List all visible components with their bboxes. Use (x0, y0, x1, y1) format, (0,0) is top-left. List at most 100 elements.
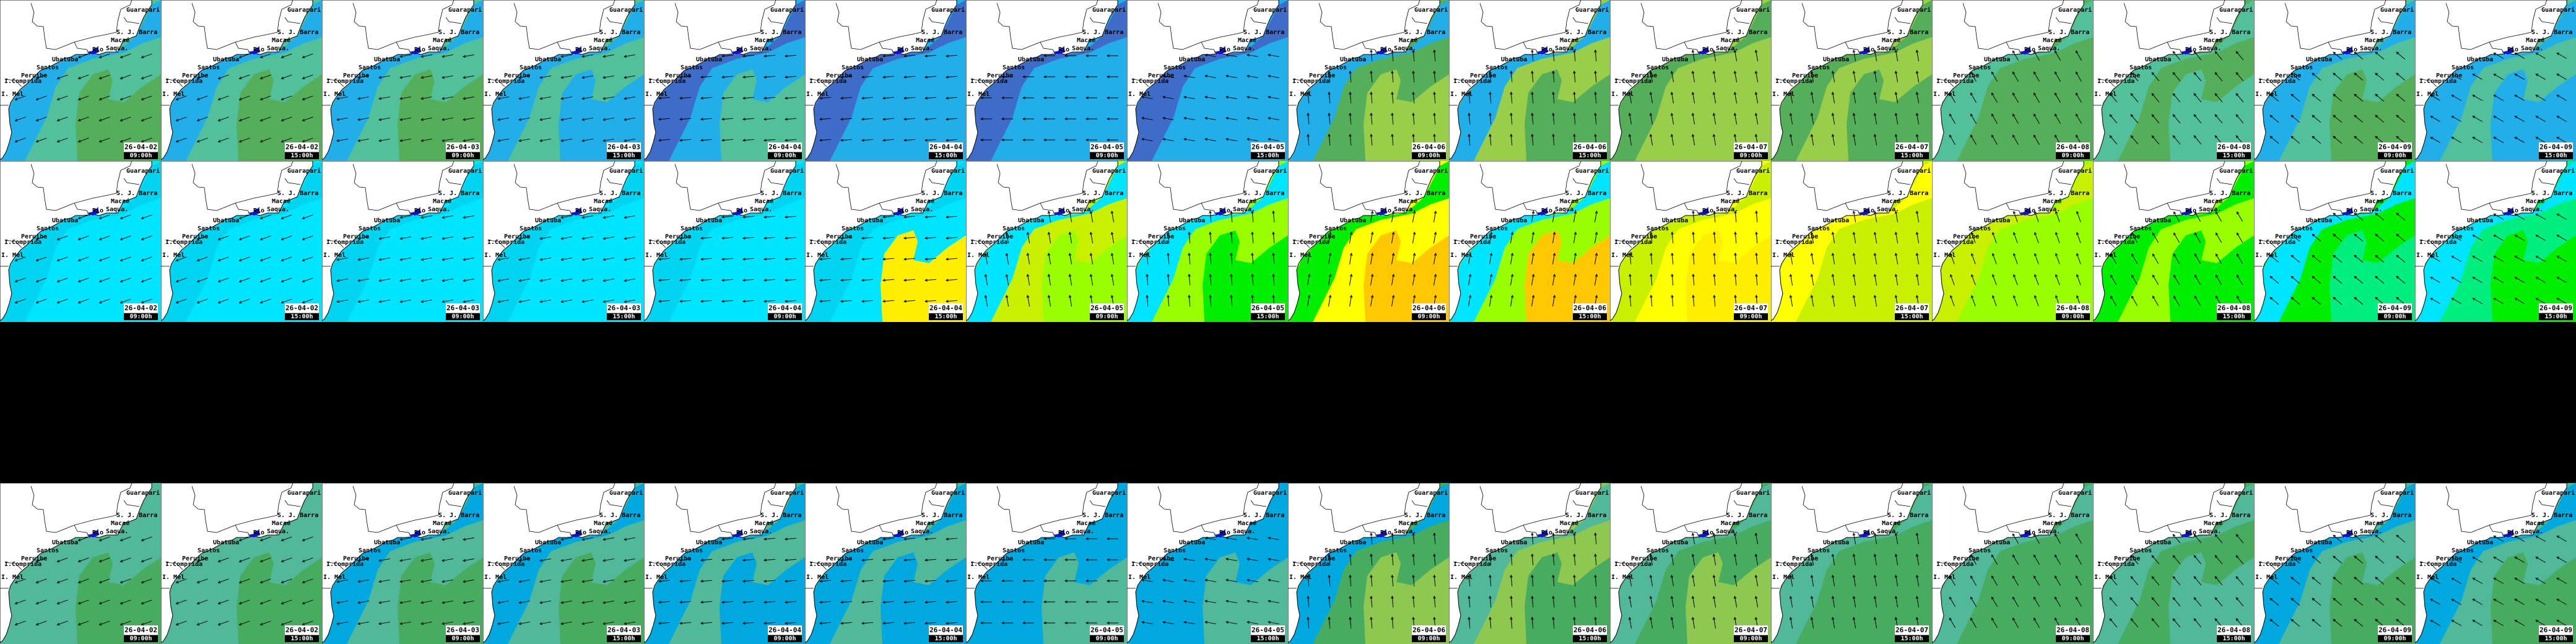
wind-arrow (1064, 537, 1076, 541)
wind-arrow (302, 53, 313, 59)
forecast-map-tile[interactable]: Guarapari S. J. Barra Macaé Rio Saqua. Ubatub… (805, 0, 966, 161)
forecast-map-tile[interactable]: Guarapari S. J. Barra Macaé Rio Saqua. Ubatub… (644, 483, 805, 644)
wind-arrow (2054, 575, 2061, 586)
wind-arrow (2193, 534, 2202, 544)
forecast-map-tile[interactable]: Guarapari S. J. Barra Macaé Rio Saqua. Ubatub… (1288, 161, 1449, 322)
forecast-map-tile[interactable]: Guarapari S. J. Barra Macaé Rio Saqua. Ubatub… (1610, 0, 1771, 161)
forecast-map-tile[interactable]: Guarapari S. J. Barra Macaé Rio Saqua. Ubatub… (1771, 161, 1932, 322)
wind-arrow (742, 279, 755, 282)
forecast-map-tile[interactable]: Guarapari S. J. Barra Macaé Rio Saqua. Ubatub… (1932, 483, 2093, 644)
forecast-map-tile[interactable]: Guarapari S. J. Barra Macaé Rio Saqua. Ubatub… (1610, 483, 1771, 644)
city-label: I.Comprida (2419, 239, 2457, 246)
wind-arrow (1733, 596, 1738, 607)
wind-arrow (98, 557, 110, 563)
forecast-map-tile[interactable]: Guarapari S. J. Barra Macaé Rio Saqua. Ubatub… (2093, 483, 2254, 644)
forecast-map-tile[interactable]: Guarapari S. J. Barra Macaé Rio Saqua. Ubatub… (1610, 161, 1771, 322)
forecast-map-tile[interactable]: Guarapari S. J. Barra Macaé Rio Saqua. Ubatub… (805, 483, 966, 644)
state-border (2445, 163, 2490, 211)
forecast-map-tile[interactable]: Guarapari S. J. Barra Macaé Rio Saqua. Ubatub… (1771, 0, 1932, 161)
wind-arrow (980, 96, 992, 100)
state-border (1684, 515, 1727, 526)
wind-arrow (2269, 94, 2279, 102)
forecast-map-tile[interactable]: Guarapari S. J. Barra Macaé Rio Saqua. Ubatub… (2254, 161, 2415, 322)
forecast-map-tile[interactable]: Guarapari S. J. Barra Macaé Rio Saqua. Ubatub… (322, 161, 483, 322)
forecast-map-tile[interactable]: Guarapari S. J. Barra Macaé Rio Saqua. Ubatub… (1449, 0, 1610, 161)
forecast-map-tile[interactable]: Guarapari S. J. Barra Macaé Rio Saqua. Ubatub… (1932, 0, 2093, 161)
wind-arrow (141, 235, 152, 241)
wind-arrow (2354, 94, 2364, 102)
wind-arrow (2055, 253, 2060, 264)
city-label: Guarapari (2058, 490, 2092, 497)
forecast-map-tile[interactable]: Guarapari S. J. Barra Macaé Rio Saqua. Ubatub… (2254, 0, 2415, 161)
forecast-map-tile[interactable]: Guarapari S. J. Barra Macaé Rio Saqua. Ubatub… (644, 161, 805, 322)
wind-arrow (560, 117, 572, 121)
wind-arrow (861, 97, 874, 100)
wind-arrow (1230, 210, 1233, 223)
wind-arrow (196, 256, 208, 262)
wind-arrow (763, 237, 776, 240)
wind-arrow (518, 257, 530, 261)
forecast-map-tile[interactable]: Guarapari S. J. Barra Macaé Rio Saqua. Ubatub… (1771, 483, 1932, 644)
forecast-map-tile[interactable]: Guarapari S. J. Barra Macaé Rio Saqua. Ubatub… (2093, 0, 2254, 161)
wind-arrow (399, 96, 411, 100)
wind-arrow (2312, 276, 2321, 284)
wind-arrow (2055, 232, 2060, 243)
forecast-map-tile[interactable]: Guarapari S. J. Barra Macaé Rio Saqua. Ubatub… (483, 161, 644, 322)
city-label: Rio (897, 207, 909, 214)
wind-arrow (1754, 50, 1759, 61)
wind-arrow (259, 620, 271, 626)
forecast-map-tile[interactable]: Guarapari S. J. Barra Macaé Rio Saqua. Ubatub… (161, 0, 322, 161)
wind-arrow (2194, 274, 2201, 285)
wind-arrow (35, 620, 47, 626)
wind-arrow (14, 277, 26, 283)
forecast-map-tile[interactable]: Guarapari S. J. Barra Macaé Rio Saqua. Ubatub… (1127, 0, 1288, 161)
forecast-time: 15:00h (2217, 313, 2251, 320)
forecast-map-tile[interactable]: Guarapari S. J. Barra Macaé Rio Saqua. Ubatub… (483, 483, 644, 644)
wind-arrow (420, 215, 432, 219)
forecast-map-tile[interactable]: Guarapari S. J. Barra Macaé Rio Saqua. Ubatub… (2254, 483, 2415, 644)
forecast-map (161, 161, 322, 322)
forecast-map-tile[interactable]: Guarapari S. J. Barra Macaé Rio Saqua. Ubatub… (2093, 161, 2254, 322)
forecast-map-tile[interactable]: Guarapari S. J. Barra Macaé Rio Saqua. Ubatub… (0, 161, 161, 322)
forecast-map-tile[interactable]: Guarapari S. J. Barra Macaé Rio Saqua. Ubatub… (2415, 483, 2576, 644)
forecast-map-tile[interactable]: Guarapari S. J. Barra Macaé Rio Saqua. Ubatub… (161, 483, 322, 644)
wind-arrow (679, 622, 692, 625)
wind-arrow (336, 299, 348, 303)
wind-arrow (2396, 534, 2406, 543)
state-border (606, 500, 623, 507)
forecast-map-tile[interactable]: Guarapari S. J. Barra Macaé Rio Saqua. Ubatub… (1127, 161, 1288, 322)
forecast-map-tile[interactable]: Guarapari S. J. Barra Macaé Rio Saqua. Ubatub… (1288, 483, 1449, 644)
forecast-map-tile[interactable]: Guarapari S. J. Barra Macaé Rio Saqua. Ubatub… (2415, 0, 2576, 161)
forecast-map-tile[interactable]: Guarapari S. J. Barra Macaé Rio Saqua. Ubatub… (644, 0, 805, 161)
city-label: Rio (1863, 46, 1875, 53)
forecast-map-tile[interactable]: Guarapari S. J. Barra Macaé Rio Saqua. Ubatub… (161, 161, 322, 322)
forecast-map-tile[interactable]: Guarapari S. J. Barra Macaé Rio Saqua. Ubatub… (322, 483, 483, 644)
forecast-map (1127, 161, 1288, 322)
wind-arrow (560, 299, 572, 303)
forecast-map-tile[interactable]: Guarapari S. J. Barra Macaé Rio Saqua. Ubatub… (966, 161, 1127, 322)
forecast-map-tile[interactable]: Guarapari S. J. Barra Macaé Rio Saqua. Ubatub… (0, 483, 161, 644)
city-label: Saqua. (750, 528, 773, 535)
forecast-map-tile[interactable]: Guarapari S. J. Barra Macaé Rio Saqua. Ubatub… (1449, 161, 1610, 322)
wind-arrow (2076, 232, 2081, 243)
land-mass (1127, 483, 1279, 643)
forecast-map-tile[interactable]: Guarapari S. J. Barra Macaé Rio Saqua. Ubatub… (805, 161, 966, 322)
wind-arrow (560, 558, 572, 562)
wind-arrow (1670, 596, 1674, 607)
forecast-map-tile[interactable]: Guarapari S. J. Barra Macaé Rio Saqua. Ubatub… (1449, 483, 1610, 644)
forecast-map-tile[interactable]: Guarapari S. J. Barra Macaé Rio Saqua. Ubatub… (1127, 483, 1288, 644)
city-label: I.Comprida (165, 239, 203, 246)
forecast-map-tile[interactable]: Guarapari S. J. Barra Macaé Rio Saqua. Ubatub… (2415, 161, 2576, 322)
wind-arrow (238, 557, 250, 563)
forecast-map-tile[interactable]: Guarapari S. J. Barra Macaé Rio Saqua. Ubatub… (322, 0, 483, 161)
forecast-map-tile[interactable]: Guarapari S. J. Barra Macaé Rio Saqua. Ubatub… (483, 0, 644, 161)
forecast-map-tile[interactable]: Guarapari S. J. Barra Macaé Rio Saqua. Ubatub… (0, 0, 161, 161)
wind-arrow (840, 139, 853, 142)
wind-arrow (1949, 113, 1956, 124)
guanabara-bay (2341, 47, 2353, 54)
forecast-map-tile[interactable]: Guarapari S. J. Barra Macaé Rio Saqua. Ubatub… (966, 483, 1127, 644)
forecast-map-tile[interactable]: Guarapari S. J. Barra Macaé Rio Saqua. Ubatub… (1932, 161, 2093, 322)
forecast-map-tile[interactable]: Guarapari S. J. Barra Macaé Rio Saqua. Ubatub… (966, 0, 1127, 161)
forecast-map-tile[interactable]: Guarapari S. J. Barra Macaé Rio Saqua. Ubatub… (1288, 0, 1449, 161)
wind-arrow (882, 622, 895, 625)
